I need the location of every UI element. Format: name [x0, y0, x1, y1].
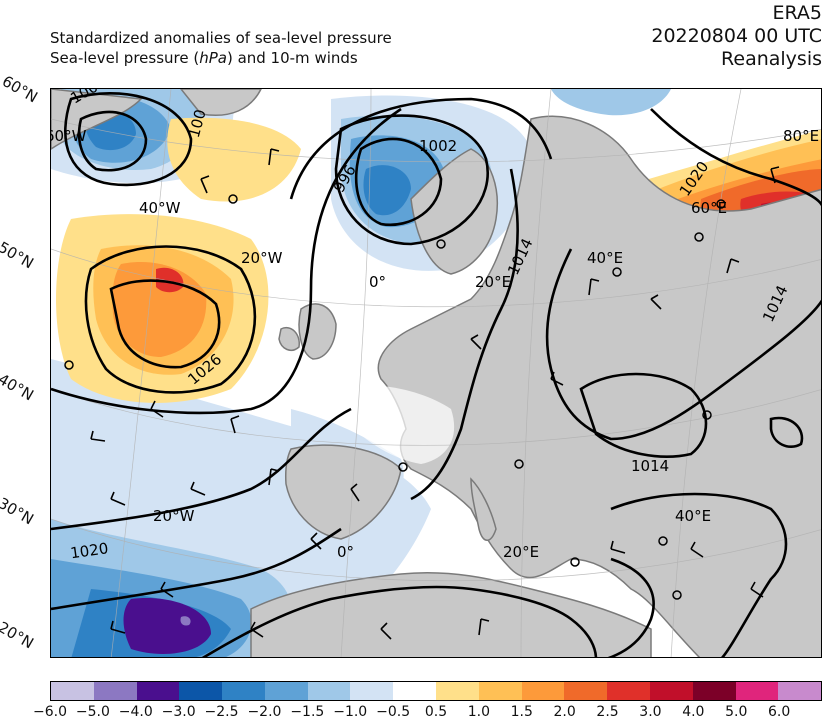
colorbar-segment [222, 682, 265, 700]
source-label: Reanalysis [721, 48, 822, 70]
lon-label-80e: 80°E [783, 127, 819, 145]
colorbar-segment [607, 682, 650, 700]
colorbar-segment [307, 682, 351, 700]
lat-label-40n: 40°N [0, 370, 37, 405]
lon-label-20e-south: 20°E [503, 543, 539, 561]
lon-label-40e-south: 40°E [675, 507, 711, 525]
colorbar-segment [564, 682, 608, 700]
title-line-pressure: Sea-level pressure (hPa) and 10-m winds [50, 48, 392, 68]
isobar-label-1014-south: 1014 [631, 457, 669, 475]
colorbar-tick-label: 2.0 [553, 704, 576, 720]
isobar-label-1002: 1002 [419, 137, 457, 155]
lat-label-60n: 60°N [0, 72, 41, 107]
colorbar-tick-label: −1.5 [290, 704, 325, 720]
colorbar-segment [393, 682, 437, 700]
map-subtitle: Standardized anomalies of sea-level pres… [50, 28, 392, 68]
lon-label-0-south: 0° [337, 543, 354, 561]
colorbar-segment [478, 682, 522, 700]
isobar-label-1020: 1020 [69, 539, 109, 562]
title-suffix: ) and 10-m winds [226, 49, 358, 67]
colorbar-tick-labels: −6.0 −5.0 −4.0 −3.0 −2.5 −2.0 −1.5 −1.0 −0.5 0.5 1… [33, 704, 822, 724]
colorbar-tick-label: 1.5 [510, 704, 533, 720]
lon-label-40e-north: 40°E [587, 249, 623, 267]
colorbar-segment [93, 682, 137, 700]
colorbar [50, 681, 822, 701]
colorbar-segment [649, 682, 693, 700]
colorbar-segment [350, 682, 394, 700]
colorbar-tick-label: −5.0 [75, 704, 110, 720]
colorbar-segment [735, 682, 779, 700]
lon-label-60e: 60°E [691, 199, 727, 217]
colorbar-tick-label: −6.0 [33, 704, 67, 720]
colorbar-tick-label: −3.0 [161, 704, 196, 720]
colorbar-segment [778, 682, 822, 700]
colorbar-segment [264, 682, 308, 700]
colorbar-tick-label: 6.0 [767, 704, 791, 720]
colorbar-tick-label: −0.5 [376, 704, 411, 720]
lon-label-20e-north: 20°E [475, 273, 511, 291]
colorbar-segment [136, 682, 180, 700]
colorbar-segment [521, 682, 565, 700]
lon-label-40w: 40°W [139, 199, 181, 217]
colorbar-tick-label: 5.0 [725, 704, 748, 720]
title-line-anomalies: Standardized anomalies of sea-level pres… [50, 29, 392, 47]
title-unit: hPa [199, 49, 227, 67]
colorbar-tick-label: −4.0 [118, 704, 153, 720]
dataset-label: ERA5 [772, 2, 822, 24]
lon-label-0-north: 0° [369, 273, 386, 291]
lon-label-20w-north: 20°W [241, 249, 283, 267]
weather-map: 1002 996 1026 1020 1014 1014 1014 1020 1… [50, 88, 822, 658]
lon-label-60w: 60°W [51, 127, 87, 145]
colorbar-segment [692, 682, 736, 700]
colorbar-segment [179, 682, 223, 700]
lon-label-20w-south: 20°W [153, 507, 195, 525]
lat-label-20n: 20°N [0, 618, 37, 653]
lat-label-50n: 50°N [0, 238, 37, 273]
colorbar-tick-label: −2.0 [247, 704, 282, 720]
datetime-label: 20220804 00 UTC [651, 25, 822, 47]
colorbar-tick-label: 0.5 [424, 704, 448, 720]
map-header-right: ERA5 20220804 00 UTC Reanalysis [651, 2, 822, 71]
title-prefix: Sea-level pressure ( [50, 49, 200, 67]
colorbar-tick-label: 2.5 [596, 704, 619, 720]
colorbar-segment [51, 682, 94, 700]
lat-label-30n: 30°N [0, 494, 37, 529]
map-canvas: 1002 996 1026 1020 1014 1014 1014 1020 1… [51, 89, 821, 657]
colorbar-tick-label: 1.0 [467, 704, 491, 720]
colorbar-tick-label: −1.0 [333, 704, 368, 720]
colorbar-segment [436, 682, 479, 700]
colorbar-tick-label: −2.5 [204, 704, 239, 720]
colorbar-tick-label: 3.0 [639, 704, 662, 720]
colorbar-tick-label: 4.0 [682, 704, 705, 720]
